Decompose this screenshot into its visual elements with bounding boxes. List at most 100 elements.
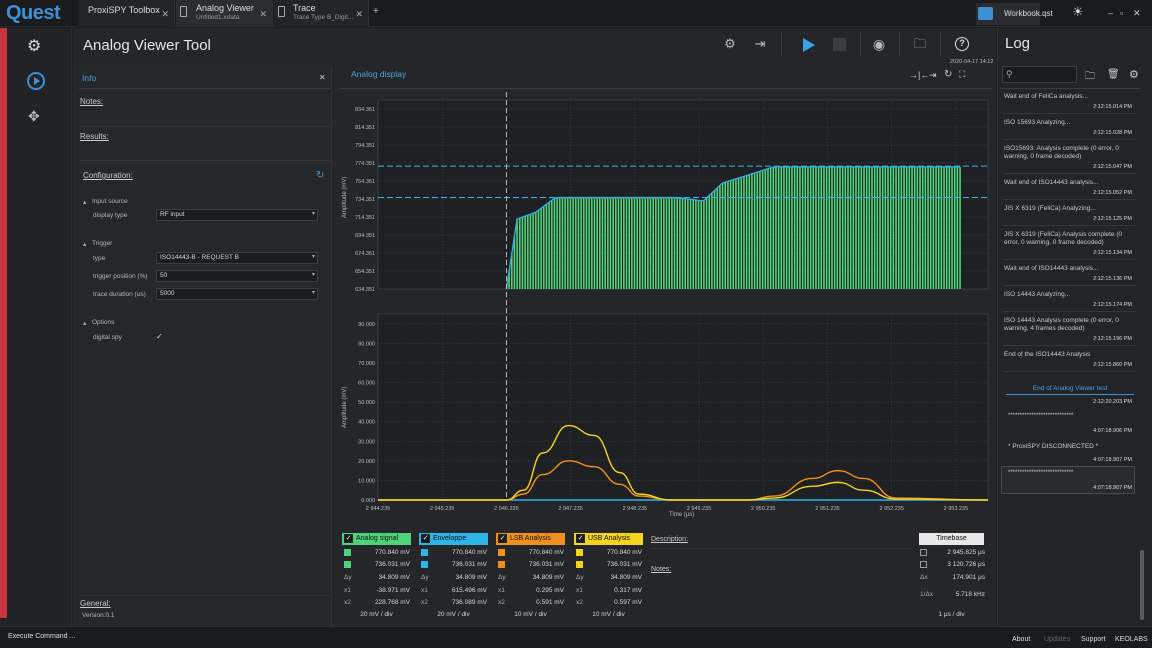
legend-toggle[interactable]: ✓ USB Analysis xyxy=(574,533,643,545)
timebase-scale: 1 μs / div xyxy=(938,611,965,618)
log-time: 2:12:15.174 PM xyxy=(1093,302,1132,308)
left-sidebar xyxy=(0,28,72,626)
measure-y1: 770.840 mV xyxy=(606,549,642,556)
theme-sun-icon[interactable]: ☀ xyxy=(1072,4,1084,19)
legend-toggle[interactable]: ✓ Analog signal xyxy=(342,533,411,545)
legend-toggle[interactable]: ✓ LSB Analysis xyxy=(496,533,565,545)
trigger-position-input[interactable]: 50 ▾ xyxy=(156,270,318,282)
tab-proxispy-toolbox[interactable]: ProxiSPY Toolbox ✕ xyxy=(78,0,175,27)
x-tick-label: 2 949.235 xyxy=(687,506,711,512)
log-search-input[interactable]: ⚲ xyxy=(1002,66,1077,83)
trace-duration-input[interactable]: 5000 ▾ xyxy=(156,288,318,300)
y-tick-label: 0.000 xyxy=(361,498,375,504)
checkbox-icon[interactable]: ✓ xyxy=(421,534,430,543)
log-selected-entry[interactable] xyxy=(1001,466,1135,494)
digital-spy-checkbox[interactable]: ✓ xyxy=(156,332,163,341)
support-link[interactable]: Support xyxy=(1081,636,1106,643)
minimize-button[interactable]: – xyxy=(1108,8,1114,18)
x-axis-label: Time (μs) xyxy=(669,512,695,518)
cursor-y2-icon xyxy=(576,561,583,568)
tab-title: Analog Viewer xyxy=(196,3,254,13)
measure-x2: 736.089 mV xyxy=(451,599,487,606)
close-icon[interactable]: ✕ xyxy=(319,73,326,82)
play-button[interactable] xyxy=(803,38,815,52)
collapse-triangle-icon[interactable]: ▴ xyxy=(83,199,87,206)
notes-label: Notes: xyxy=(80,97,104,106)
tab-trace[interactable]: Trace Trace Type B_Digit... ✕ xyxy=(274,0,369,27)
gear-icon[interactable]: ⚙ xyxy=(27,38,42,55)
measure-key: x2 xyxy=(498,599,505,606)
collapse-triangle-icon[interactable]: ▴ xyxy=(83,320,87,327)
quest-logo: Quest xyxy=(6,2,61,24)
checkbox-icon[interactable]: ✓ xyxy=(344,534,353,543)
document-icon xyxy=(180,6,187,17)
trigger-type-select[interactable]: ISO14443-B - REQUEST B ▾ xyxy=(156,252,318,264)
close-icon[interactable]: ✕ xyxy=(259,9,267,19)
measure-key: x1 xyxy=(344,587,351,594)
measure-scale: 10 mV / div xyxy=(514,611,547,618)
export-icon[interactable]: ⇥ xyxy=(929,70,937,80)
log-end-label: End of Analog Viewer test xyxy=(1032,385,1108,392)
close-icon[interactable]: ✕ xyxy=(161,9,169,19)
measure-key: x2 xyxy=(576,599,583,606)
close-icon[interactable]: ✕ xyxy=(355,9,363,19)
settings-icon[interactable]: ⚙ xyxy=(724,36,736,51)
tab-title: ProxiSPY Toolbox xyxy=(88,5,160,15)
company-link[interactable]: KEOLABS xyxy=(1115,636,1148,643)
y-tick-label: 654.351 xyxy=(355,269,375,275)
workbook-icon xyxy=(978,7,993,20)
about-link[interactable]: About xyxy=(1012,636,1031,643)
export-icon[interactable]: ⇥ xyxy=(754,36,766,51)
stop-button[interactable] xyxy=(833,38,846,51)
y-tick-label: 674.351 xyxy=(355,251,375,257)
close-window-button[interactable]: ✕ xyxy=(1133,8,1141,18)
search-icon: ⚲ xyxy=(1006,69,1013,79)
gear-icon[interactable]: ⚙ xyxy=(1129,69,1139,81)
dropdown-arrow-icon: ▾ xyxy=(311,211,315,217)
cursor-y1-icon xyxy=(344,549,351,556)
fullscreen-icon[interactable]: ⛶ xyxy=(959,69,966,79)
cursor-y2-icon xyxy=(498,561,505,568)
log-entry: ISO 14443 Analysis complete (0 error, 0 … xyxy=(1004,317,1119,332)
timebase-header[interactable]: Timebase xyxy=(919,533,984,545)
refresh-icon[interactable]: ↻ xyxy=(316,170,325,181)
cursor-y1-icon xyxy=(576,549,583,556)
info-panel-title: Info xyxy=(82,73,97,83)
tab-analog-viewer[interactable]: Analog Viewer Untitled1.xdata ✕ xyxy=(176,0,273,27)
legend-toggle[interactable]: ✓ Enveloppe xyxy=(419,533,488,545)
updates-link[interactable]: Updates xyxy=(1044,636,1071,643)
status-text: Execute Command ... xyxy=(8,633,76,640)
y-tick-label: 774.351 xyxy=(355,161,375,167)
display-type-select[interactable]: RF input ▾ xyxy=(156,209,318,221)
folder-icon[interactable]: 🗀 xyxy=(1085,71,1095,82)
y-tick-label: 814.351 xyxy=(355,125,375,131)
add-tab-icon[interactable]: + xyxy=(373,6,379,17)
maximize-button[interactable]: ▫ xyxy=(1120,8,1124,18)
analog-chart[interactable]: 834.351 814.351 794.351 774.351 754.351 734.3… xyxy=(340,92,992,524)
tab-subtitle: Untitled1.xdata xyxy=(196,14,240,21)
checkbox-icon[interactable]: ✓ xyxy=(498,534,507,543)
reset-icon[interactable]: ↻ xyxy=(944,69,953,80)
measure-scale: 20 mV / div xyxy=(437,611,470,618)
results-label: Results: xyxy=(80,132,109,141)
fit-horizontal-icon[interactable]: →|← xyxy=(909,70,930,80)
play-tool-icon[interactable] xyxy=(27,72,45,90)
legend-label: Analog signal xyxy=(356,535,399,542)
checkbox-icon[interactable]: ✓ xyxy=(576,534,585,543)
network-icon[interactable]: ✥ xyxy=(28,108,40,124)
x-tick-label: 2 950.235 xyxy=(751,506,775,512)
cursor-y1-icon xyxy=(498,549,505,556)
collapse-triangle-icon[interactable]: ▴ xyxy=(83,241,87,248)
log-time: 2:12:15.136 PM xyxy=(1093,276,1132,282)
trash-icon[interactable]: 🗑 xyxy=(1107,69,1120,80)
workbook-button[interactable]: Workbook.qst xyxy=(976,3,1053,25)
log-scrollbar[interactable] xyxy=(1140,550,1144,620)
y-tick-label: 50.000 xyxy=(358,400,375,406)
help-icon[interactable]: ? xyxy=(955,37,969,51)
dropdown-arrow-icon: ▾ xyxy=(311,290,315,296)
dropdown-arrow-icon: ▾ xyxy=(311,254,315,260)
display-type-label: display type xyxy=(93,212,128,219)
measure-x1: -38.971 mV xyxy=(376,587,410,594)
folder-icon[interactable]: 🗀 xyxy=(913,36,927,51)
eye-icon[interactable]: ◉ xyxy=(872,36,886,52)
